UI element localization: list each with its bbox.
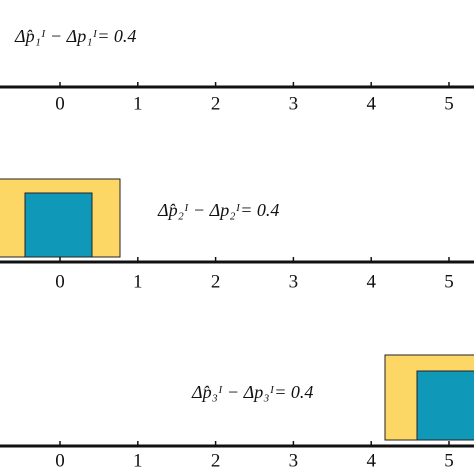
tick-label: 2 — [211, 450, 221, 471]
tick-label: 1 — [133, 450, 143, 471]
tick-label: 3 — [289, 450, 299, 471]
tick-label: 4 — [366, 450, 376, 471]
tick-label: 3 — [289, 93, 299, 114]
tick-label: 5 — [444, 93, 454, 114]
equation: Δp̂₂ᴵ − Δp₂ᴵ= 0.4 — [157, 200, 279, 220]
equation: Δp̂₃ᴵ − Δp₃ᴵ= 0.4 — [191, 382, 313, 402]
tick-label: 1 — [133, 93, 143, 114]
tick-label: 0 — [55, 271, 65, 292]
tick-label: 2 — [211, 271, 221, 292]
equation: Δp̂₁ᴵ − Δp₁ᴵ= 0.4 — [14, 26, 136, 46]
inner-box — [24, 192, 93, 258]
tick-label: 2 — [211, 93, 221, 114]
tick-label: 3 — [289, 271, 299, 292]
tick-label: 4 — [366, 271, 376, 292]
tick-label: 4 — [366, 93, 376, 114]
tick-label: 5 — [444, 271, 454, 292]
tick-label: 0 — [55, 93, 65, 114]
tick-label: 5 — [444, 450, 454, 471]
tick-label: 1 — [133, 271, 143, 292]
inner-box — [416, 370, 474, 441]
tick-label: 0 — [55, 450, 65, 471]
